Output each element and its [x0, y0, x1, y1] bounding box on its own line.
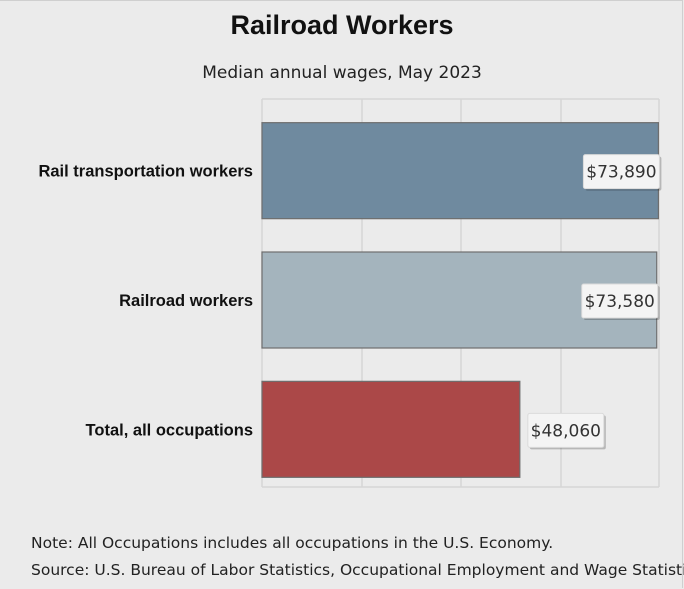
- source-note: Source: U.S. Bureau of Labor Statistics,…: [31, 561, 684, 579]
- category-labels: Rail transportation workers Railroad work…: [38, 163, 253, 440]
- data-label: $48,060: [531, 421, 601, 441]
- category-label: Total, all occupations: [86, 421, 253, 439]
- category-label: Rail transportation workers: [38, 163, 253, 181]
- footnote: Note: All Occupations includes all occup…: [31, 534, 554, 552]
- data-label-box: [582, 154, 660, 190]
- data-label: $73,580: [585, 292, 655, 312]
- data-label-box: [527, 412, 605, 448]
- category-label: Railroad workers: [119, 292, 253, 310]
- data-label-box: [581, 283, 659, 319]
- data-labels: $73,890 $73,580 $48,060: [527, 154, 662, 450]
- chart-bars: [261, 122, 660, 478]
- bar: [261, 380, 521, 478]
- chart-subtitle: Median annual wages, May 2023: [202, 63, 482, 83]
- data-label: $73,890: [586, 163, 656, 183]
- chart-title: Railroad Workers: [230, 10, 454, 40]
